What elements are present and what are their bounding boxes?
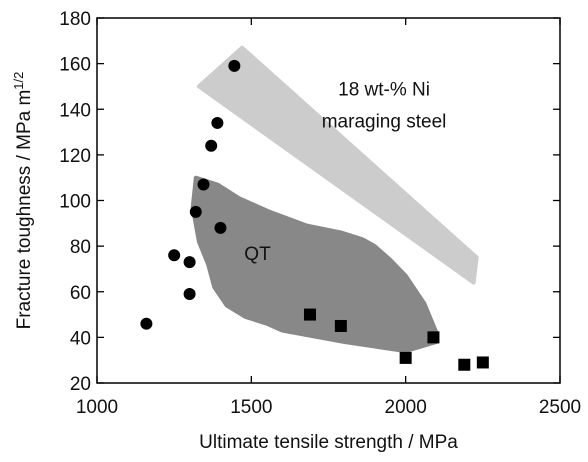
shaded-regions [190,45,479,354]
data-markers [140,59,489,371]
tick-labels: 1000 1500 2000 2500 20 40 60 80 100 120 140 160 180 [59,9,581,418]
point-circle-9 [228,59,241,72]
point-circle-6 [205,139,218,152]
point-circle-0 [140,317,153,330]
point-square-2 [399,351,412,364]
x-tick-label: 2000 [385,397,427,418]
y-axis-title-main: Fracture toughness / MPa m [14,90,35,330]
y-tick-label: 100 [59,192,91,213]
y-tick-label: 160 [59,55,91,76]
y-axis-title-superscript: 1/2 [11,72,26,90]
y-tick-label: 120 [59,146,91,167]
x-axis-title: Ultimate tensile strength / MPa [199,432,458,453]
point-circle-3 [183,288,196,301]
point-circle-2 [183,256,196,269]
point-circle-5 [197,178,210,191]
x-tick-label: 1500 [230,397,272,418]
point-square-5 [476,356,489,369]
point-square-3 [427,331,440,344]
axis-ticks [96,17,561,384]
y-tick-label: 140 [59,100,91,121]
point-square-1 [334,319,347,332]
annotation-0: 18 wt-% Ni [338,80,430,101]
y-tick-label: 180 [59,9,91,30]
x-tick-label: 2500 [539,397,581,418]
x-tick-label: 1000 [76,397,118,418]
point-circle-1 [168,249,181,262]
y-axis-title: Fracture toughness / MPa m1/2 [11,72,35,330]
point-circle-7 [211,116,224,129]
point-circle-4 [189,205,202,218]
region-maraging-steel [196,45,479,285]
y-tick-label: 40 [70,328,91,349]
y-tick-label: 60 [70,283,91,304]
y-tick-label: 80 [70,237,91,258]
point-square-4 [458,358,471,371]
annotation-1: maraging steel [322,112,447,133]
point-circle-8 [214,221,227,234]
annotation-2: QT [244,244,271,265]
annotations: 18 wt-% Ni maraging steel QT [244,80,446,265]
y-tick-label: 20 [70,374,91,395]
point-square-0 [303,308,316,321]
